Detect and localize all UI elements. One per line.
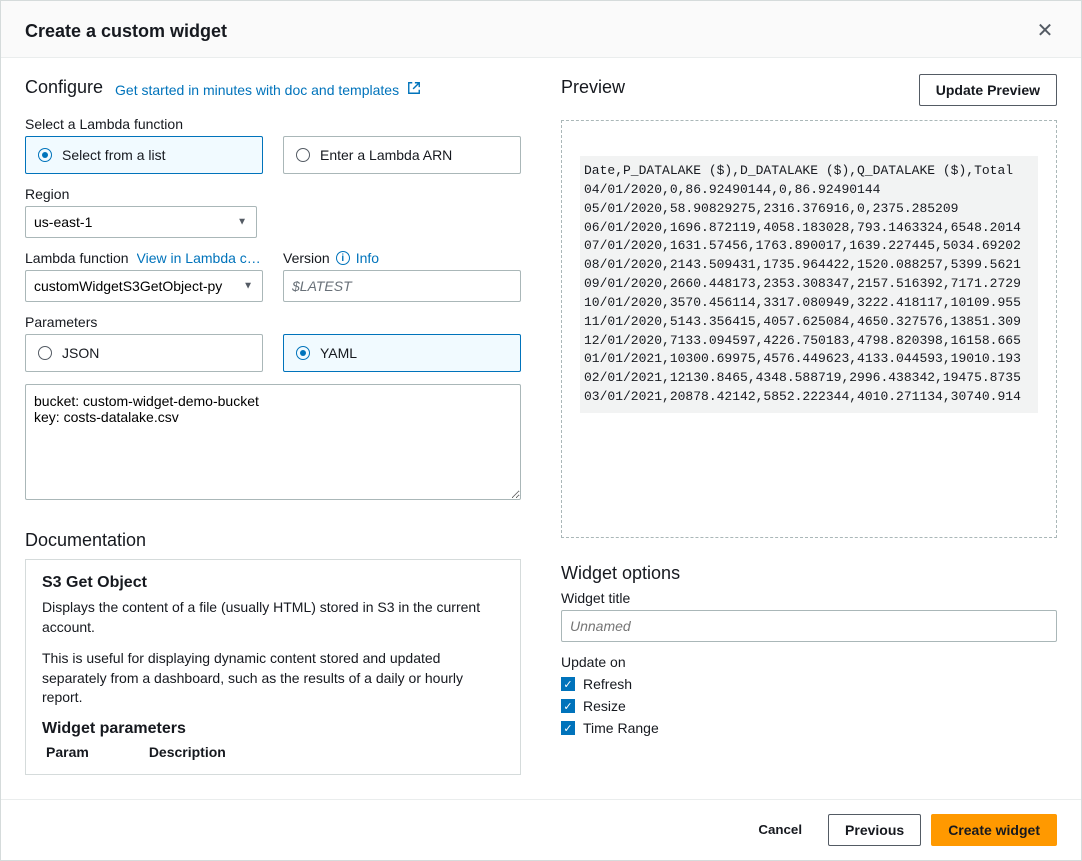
modal-title: Create a custom widget xyxy=(25,21,227,42)
preview-column: Preview Update Preview Date,P_DATALAKE (… xyxy=(561,74,1057,775)
configure-heading-row: Configure Get started in minutes with do… xyxy=(25,74,521,104)
configure-heading: Configure xyxy=(25,77,103,98)
tile-json-label: JSON xyxy=(62,345,99,361)
param-col-header: Param xyxy=(46,744,89,760)
parameters-label: Parameters xyxy=(25,314,521,330)
checkbox-refresh-row[interactable]: ✓ Refresh xyxy=(561,676,1057,692)
lambda-function-label: Lambda function xyxy=(25,250,129,266)
checkbox-refresh-label: Refresh xyxy=(583,676,632,692)
doc-p1: Displays the content of a file (usually … xyxy=(42,598,504,637)
modal-footer: Cancel Previous Create widget xyxy=(1,799,1081,860)
create-widget-button[interactable]: Create widget xyxy=(931,814,1057,846)
doc-title: S3 Get Object xyxy=(42,574,504,592)
parameters-textarea[interactable] xyxy=(25,384,521,500)
tile-select-from-list[interactable]: Select from a list xyxy=(25,136,263,174)
tile-select-from-list-label: Select from a list xyxy=(62,147,165,163)
update-on-label: Update on xyxy=(561,654,1057,670)
configure-column: Configure Get started in minutes with do… xyxy=(25,74,521,775)
preview-box: Date,P_DATALAKE ($),D_DATALAKE ($),Q_DAT… xyxy=(561,120,1057,538)
previous-button[interactable]: Previous xyxy=(828,814,921,846)
checkbox-resize-label: Resize xyxy=(583,698,626,714)
region-select-wrap: us-east-1 xyxy=(25,206,257,238)
update-preview-button[interactable]: Update Preview xyxy=(919,74,1057,106)
param-format-toggle: JSON YAML xyxy=(25,334,521,372)
preview-heading: Preview xyxy=(561,77,625,98)
lambda-source-toggle: Select from a list Enter a Lambda ARN xyxy=(25,136,521,174)
radio-icon xyxy=(38,148,52,162)
radio-icon xyxy=(38,346,52,360)
documentation-heading: Documentation xyxy=(25,530,521,551)
widget-options-heading: Widget options xyxy=(561,563,1057,584)
create-custom-widget-modal: Create a custom widget ✕ Configure Get s… xyxy=(0,0,1082,861)
info-icon: i xyxy=(336,251,350,265)
select-lambda-label: Select a Lambda function xyxy=(25,116,521,132)
region-select[interactable]: us-east-1 xyxy=(25,206,257,238)
tile-yaml[interactable]: YAML xyxy=(283,334,521,372)
checkbox-icon: ✓ xyxy=(561,721,575,735)
version-info-link[interactable]: Info xyxy=(356,250,379,266)
external-link-icon xyxy=(407,81,421,95)
tile-enter-arn[interactable]: Enter a Lambda ARN xyxy=(283,136,521,174)
view-in-lambda-link[interactable]: View in Lambda c… xyxy=(137,250,261,266)
documentation-box: S3 Get Object Displays the content of a … xyxy=(25,559,521,775)
lambda-function-select[interactable]: customWidgetS3GetObject-py xyxy=(25,270,263,302)
region-label: Region xyxy=(25,186,521,202)
cancel-button[interactable]: Cancel xyxy=(742,814,818,846)
checkbox-resize-row[interactable]: ✓ Resize xyxy=(561,698,1057,714)
preview-header: Preview Update Preview xyxy=(561,74,1057,106)
modal-header: Create a custom widget ✕ xyxy=(1,1,1081,58)
checkbox-timerange-label: Time Range xyxy=(583,720,659,736)
doc-p2: This is useful for displaying dynamic co… xyxy=(42,649,504,708)
modal-body: Configure Get started in minutes with do… xyxy=(1,58,1081,799)
lambda-function-label-row: Lambda function View in Lambda c… xyxy=(25,250,263,266)
radio-icon xyxy=(296,148,310,162)
tile-json[interactable]: JSON xyxy=(25,334,263,372)
version-select[interactable]: $LATEST xyxy=(283,270,521,302)
tile-yaml-label: YAML xyxy=(320,345,357,361)
get-started-link[interactable]: Get started in minutes with doc and temp… xyxy=(115,81,421,98)
get-started-link-text: Get started in minutes with doc and temp… xyxy=(115,82,399,98)
version-label-row: Version i Info xyxy=(283,250,521,266)
desc-col-header: Description xyxy=(149,744,226,760)
version-label: Version xyxy=(283,250,330,266)
tile-enter-arn-label: Enter a Lambda ARN xyxy=(320,147,452,163)
widget-title-label: Widget title xyxy=(561,590,1057,606)
checkbox-icon: ✓ xyxy=(561,699,575,713)
radio-icon xyxy=(296,346,310,360)
param-headers-row: Param Description xyxy=(42,744,504,760)
lambda-function-select-wrap: customWidgetS3GetObject-py xyxy=(25,270,263,302)
close-icon[interactable]: ✕ xyxy=(1033,19,1057,43)
checkbox-icon: ✓ xyxy=(561,677,575,691)
checkbox-timerange-row[interactable]: ✓ Time Range xyxy=(561,720,1057,736)
preview-csv-content: Date,P_DATALAKE ($),D_DATALAKE ($),Q_DAT… xyxy=(580,156,1038,413)
doc-widget-params-heading: Widget parameters xyxy=(42,720,504,738)
widget-title-input[interactable] xyxy=(561,610,1057,642)
